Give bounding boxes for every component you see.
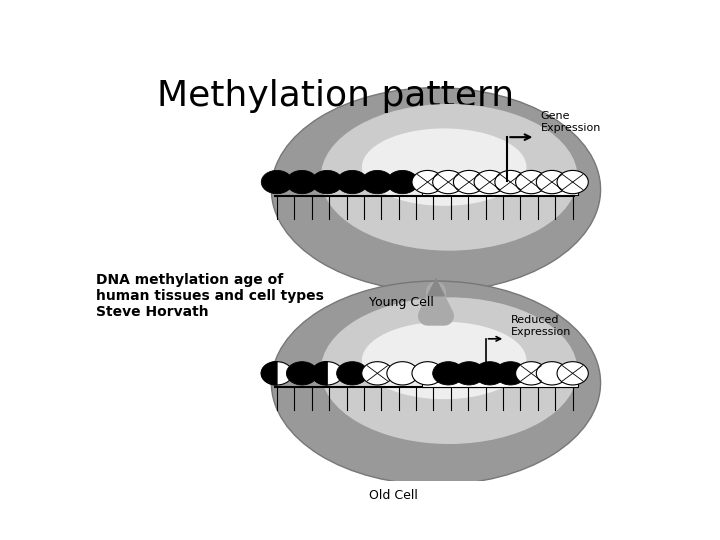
Circle shape xyxy=(412,171,444,194)
Circle shape xyxy=(516,362,547,385)
Polygon shape xyxy=(261,362,277,385)
Bar xyxy=(422,372,578,387)
Ellipse shape xyxy=(320,298,577,444)
Circle shape xyxy=(433,362,464,385)
Circle shape xyxy=(495,362,526,385)
Circle shape xyxy=(454,171,485,194)
Circle shape xyxy=(387,171,418,194)
Circle shape xyxy=(361,171,393,194)
Circle shape xyxy=(474,362,505,385)
Circle shape xyxy=(337,362,368,385)
Circle shape xyxy=(433,171,464,194)
Polygon shape xyxy=(312,362,327,385)
Text: Young Cell: Young Cell xyxy=(369,295,434,308)
Ellipse shape xyxy=(320,104,577,251)
Circle shape xyxy=(495,171,526,194)
Ellipse shape xyxy=(362,129,526,206)
Text: Old Cell: Old Cell xyxy=(369,489,418,502)
Circle shape xyxy=(287,171,318,194)
Circle shape xyxy=(261,362,292,385)
Circle shape xyxy=(312,171,343,194)
Circle shape xyxy=(557,171,588,194)
Bar xyxy=(422,181,578,195)
Circle shape xyxy=(536,171,567,194)
Ellipse shape xyxy=(362,322,526,399)
Circle shape xyxy=(536,362,567,385)
Text: Methylation pattern: Methylation pattern xyxy=(157,79,514,113)
Circle shape xyxy=(312,362,343,385)
Ellipse shape xyxy=(271,87,600,292)
Circle shape xyxy=(557,362,588,385)
Circle shape xyxy=(516,171,547,194)
Circle shape xyxy=(474,171,505,194)
Ellipse shape xyxy=(271,281,600,485)
Text: Gene
Expression: Gene Expression xyxy=(541,111,601,133)
Text: DNA methylation age of
human tissues and cell types
Steve Horvath: DNA methylation age of human tissues and… xyxy=(96,273,323,319)
Circle shape xyxy=(412,362,444,385)
Circle shape xyxy=(261,171,292,194)
Circle shape xyxy=(361,362,393,385)
Circle shape xyxy=(454,362,485,385)
Circle shape xyxy=(287,362,318,385)
Circle shape xyxy=(337,171,368,194)
Text: Reduced
Expression: Reduced Expression xyxy=(510,315,571,337)
Circle shape xyxy=(387,362,418,385)
